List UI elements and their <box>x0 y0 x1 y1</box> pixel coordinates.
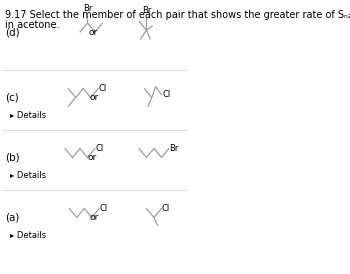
Text: ▸ Details: ▸ Details <box>10 231 47 240</box>
Text: (d): (d) <box>5 27 20 37</box>
Text: (a): (a) <box>5 212 19 222</box>
Text: or: or <box>89 28 98 36</box>
Text: Cl: Cl <box>100 204 108 213</box>
Text: Cl: Cl <box>162 90 170 99</box>
Text: ▸ Details: ▸ Details <box>10 111 47 120</box>
Text: Br: Br <box>169 144 179 153</box>
Text: Br: Br <box>142 6 151 15</box>
Text: (c): (c) <box>5 92 19 102</box>
Text: or: or <box>90 93 99 102</box>
Text: in acetone.: in acetone. <box>5 20 60 30</box>
Text: 9.17 Select the member of each pair that shows the greater rate of Sₙ₂ reaction : 9.17 Select the member of each pair that… <box>5 10 350 20</box>
Text: ▸ Details: ▸ Details <box>10 171 47 180</box>
Text: Br: Br <box>83 4 92 13</box>
Text: or: or <box>88 153 97 162</box>
Text: Cl: Cl <box>99 84 107 93</box>
Text: Cl: Cl <box>162 204 170 213</box>
Text: (b): (b) <box>5 152 20 162</box>
Text: Cl: Cl <box>96 144 104 153</box>
Text: or: or <box>90 213 99 222</box>
